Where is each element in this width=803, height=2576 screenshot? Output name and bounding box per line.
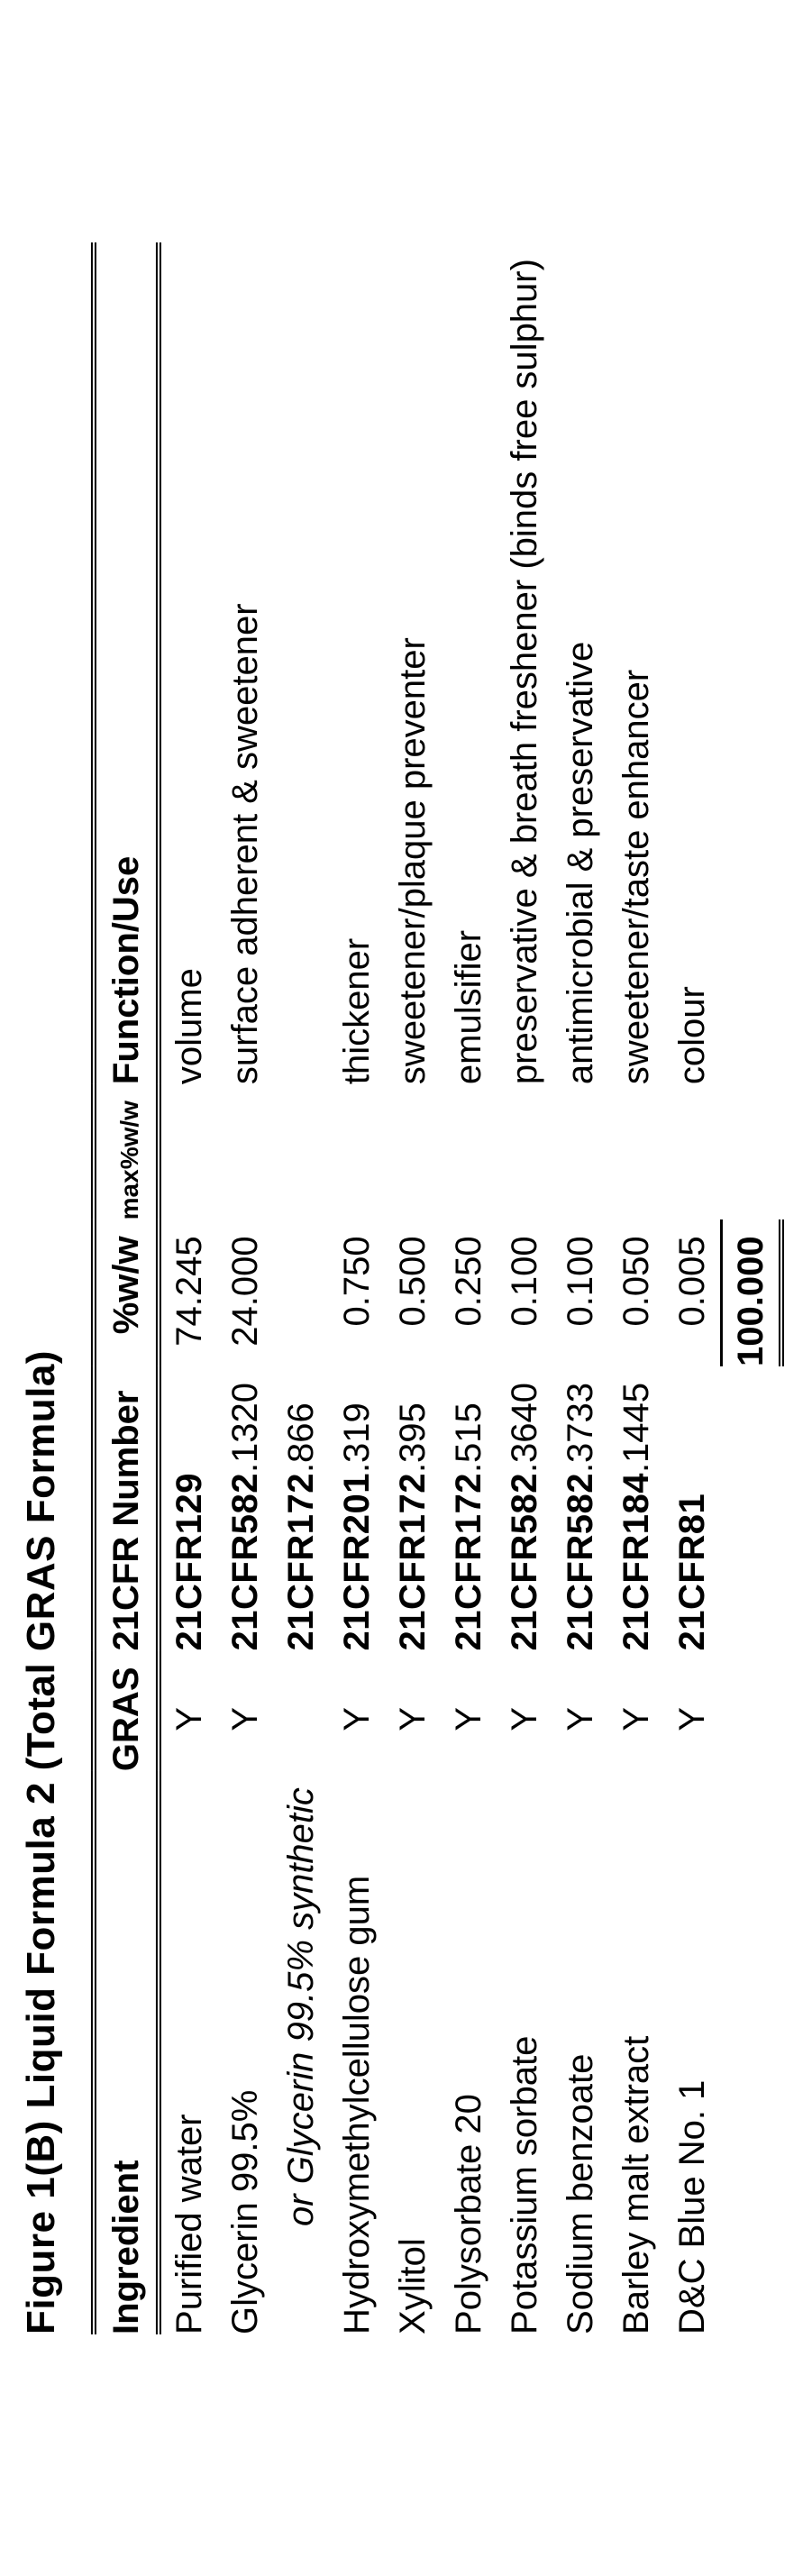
ingredient-cell: Xylitol (385, 1771, 441, 2334)
max-cell (159, 1084, 217, 1219)
function-cell: antimicrobial & preservative (552, 242, 608, 1084)
pct-cell: 24.000 (217, 1219, 273, 1366)
function-cell: sweetener/plaque preventer (385, 242, 441, 1084)
ingredient-cell: or Glycerin 99.5% synthetic (273, 1771, 329, 2334)
table-row: Barley malt extractY21CFR184.14450.050 sw… (608, 242, 664, 2334)
pct-cell: 0.500 (385, 1219, 441, 1366)
gras-cell: Y (441, 1650, 497, 1771)
total-value: 100.000 (722, 1219, 782, 1366)
ingredient-cell: D&C Blue No. 1 (664, 1771, 722, 2334)
gras-cell: Y (329, 1650, 385, 1771)
cfr-cell: 21CFR201.319 (329, 1366, 385, 1650)
function-cell: emulsifier (441, 242, 497, 1084)
gras-cell: Y (497, 1650, 552, 1771)
table-body: Purified waterY21CFR12974.245volumeGlyce… (159, 242, 722, 2334)
table-row: Potassium sorbateY21CFR582.36400.100 pres… (497, 242, 552, 2334)
cfr-cell: 21CFR582.3733 (552, 1366, 608, 1650)
ingredient-cell: Polysorbate 20 (441, 1771, 497, 2334)
ingredient-cell: Potassium sorbate (497, 1771, 552, 2334)
table-row: Hydroxymethylcellulose gumY21CFR201.3190… (329, 242, 385, 2334)
ingredient-cell: Glycerin 99.5% (217, 1771, 273, 2334)
max-cell (273, 1084, 329, 1219)
pct-cell: 0.750 (329, 1219, 385, 1366)
table-row: Polysorbate 20Y21CFR172.5150.250 emulsifi… (441, 242, 497, 2334)
ingredient-cell: Purified water (159, 1771, 217, 2334)
function-cell: surface adherent & sweetener (217, 242, 273, 1084)
pct-cell: 0.250 (441, 1219, 497, 1366)
function-cell: preservative & breath freshener (binds f… (497, 242, 552, 1084)
cfr-cell: 21CFR81 (664, 1366, 722, 1650)
table-row: XylitolY21CFR172.3950.500 sweetener/plaqu… (385, 242, 441, 2334)
cfr-cell: 21CFR129 (159, 1366, 217, 1650)
function-cell: colour (664, 242, 722, 1084)
gras-cell (273, 1650, 329, 1771)
gras-cell: Y (217, 1650, 273, 1771)
figure-title: Figure 1(B) Liquid Formula 2 (Total GRAS… (19, 242, 64, 2334)
max-cell (497, 1084, 552, 1219)
table-row: Glycerin 99.5%Y21CFR582.132024.000 surfac… (217, 242, 273, 2334)
cfr-cell: 21CFR172.395 (385, 1366, 441, 1650)
table-row: Purified waterY21CFR12974.245 volume (159, 242, 217, 2334)
pct-cell (273, 1219, 329, 1366)
col-header-cfr: 21CFR Number (94, 1366, 159, 1650)
max-cell (441, 1084, 497, 1219)
gras-cell: Y (159, 1650, 217, 1771)
max-cell (664, 1084, 722, 1219)
max-cell (608, 1084, 664, 1219)
function-cell: thickener (329, 242, 385, 1084)
pct-cell: 0.100 (552, 1219, 608, 1366)
gras-cell: Y (385, 1650, 441, 1771)
pct-cell: 0.050 (608, 1219, 664, 1366)
table-row: or Glycerin 99.5% synthetic 21CFR172.866 (273, 242, 329, 2334)
table-row: Sodium benzoateY21CFR582.37330.100 antimi… (552, 242, 608, 2334)
col-header-gras: GRAS (94, 1650, 159, 1771)
ingredient-cell: Hydroxymethylcellulose gum (329, 1771, 385, 2334)
gras-cell: Y (608, 1650, 664, 1771)
cfr-cell: 21CFR582.1320 (217, 1366, 273, 1650)
gras-cell: Y (664, 1650, 722, 1771)
function-cell (273, 242, 329, 1084)
col-header-func: Function/Use (94, 242, 159, 1084)
gras-cell: Y (552, 1650, 608, 1771)
cfr-cell: 21CFR184.1445 (608, 1366, 664, 1650)
max-cell (552, 1084, 608, 1219)
table-row: D&C Blue No. 1Y21CFR810.005 colour (664, 242, 722, 2334)
function-cell: volume (159, 242, 217, 1084)
max-cell (217, 1084, 273, 1219)
cfr-cell: 21CFR582.3640 (497, 1366, 552, 1650)
col-header-max: max%w/w (94, 1084, 159, 1219)
cfr-cell: 21CFR172.866 (273, 1366, 329, 1650)
formula-table: Ingredient GRAS 21CFR Number %w/w max%w/… (91, 242, 784, 2334)
pct-cell: 0.005 (664, 1219, 722, 1366)
ingredient-cell: Sodium benzoate (552, 1771, 608, 2334)
pct-cell: 0.100 (497, 1219, 552, 1366)
max-cell (329, 1084, 385, 1219)
cfr-cell: 21CFR172.515 (441, 1366, 497, 1650)
max-cell (385, 1084, 441, 1219)
function-cell: sweetener/taste enhancer (608, 242, 664, 1084)
col-header-pct: %w/w (94, 1219, 159, 1366)
pct-cell: 74.245 (159, 1219, 217, 1366)
ingredient-cell: Barley malt extract (608, 1771, 664, 2334)
col-header-ingredient: Ingredient (94, 1771, 159, 2334)
